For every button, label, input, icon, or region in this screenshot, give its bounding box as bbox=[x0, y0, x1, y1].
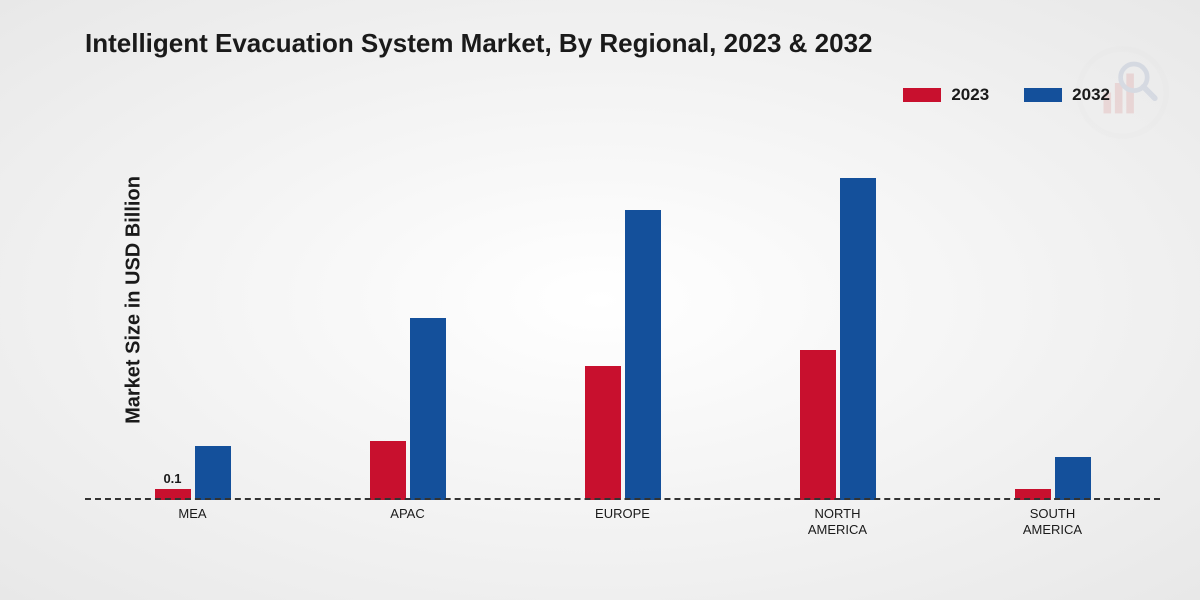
bar bbox=[1055, 457, 1091, 500]
bars-container: 0.1 bbox=[85, 135, 1160, 500]
x-label: MEA bbox=[85, 502, 300, 540]
category-group bbox=[300, 318, 515, 501]
bar bbox=[370, 441, 406, 500]
legend-item-2032: 2032 bbox=[1024, 85, 1110, 105]
legend-label-2023: 2023 bbox=[951, 85, 989, 105]
baseline bbox=[85, 498, 1160, 500]
legend-swatch-2032 bbox=[1024, 88, 1062, 102]
bar bbox=[410, 318, 446, 501]
bar-group bbox=[800, 178, 876, 500]
bar-group bbox=[585, 210, 661, 500]
x-label: SOUTH AMERICA bbox=[945, 502, 1160, 540]
chart-title: Intelligent Evacuation System Market, By… bbox=[85, 28, 873, 59]
bar-group bbox=[370, 318, 446, 501]
bar-group: 0.1 bbox=[155, 446, 231, 500]
bar bbox=[585, 366, 621, 500]
category-group bbox=[730, 178, 945, 500]
bar bbox=[800, 350, 836, 500]
bar-data-label: 0.1 bbox=[155, 471, 191, 486]
bar bbox=[625, 210, 661, 500]
category-group bbox=[945, 457, 1160, 500]
category-group: 0.1 bbox=[85, 446, 300, 500]
legend: 2023 2032 bbox=[903, 85, 1110, 105]
x-label: NORTH AMERICA bbox=[730, 502, 945, 540]
bar bbox=[840, 178, 876, 500]
bar-group bbox=[1015, 457, 1091, 500]
x-labels: MEAAPACEUROPENORTH AMERICASOUTH AMERICA bbox=[85, 502, 1160, 540]
legend-item-2023: 2023 bbox=[903, 85, 989, 105]
bar bbox=[195, 446, 231, 500]
x-label: EUROPE bbox=[515, 502, 730, 540]
x-label: APAC bbox=[300, 502, 515, 540]
legend-swatch-2023 bbox=[903, 88, 941, 102]
legend-label-2032: 2032 bbox=[1072, 85, 1110, 105]
plot-area: 0.1 MEAAPACEUROPENORTH AMERICASOUTH AMER… bbox=[85, 135, 1160, 540]
category-group bbox=[515, 210, 730, 500]
